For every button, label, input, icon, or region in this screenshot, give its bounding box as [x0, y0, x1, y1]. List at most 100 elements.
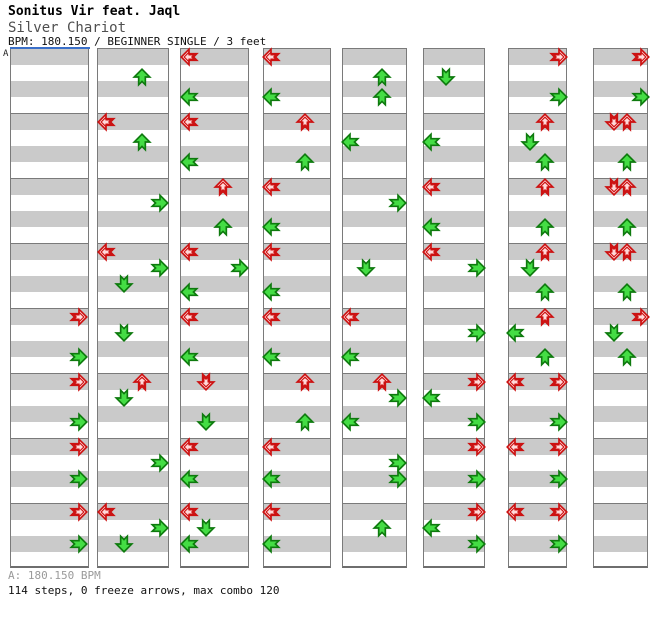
arrow-left-icon	[421, 217, 441, 237]
arrow-left-icon	[261, 47, 281, 67]
arrow-up-icon	[295, 112, 315, 132]
arrow-left-icon	[340, 307, 360, 327]
arrow-left-icon	[261, 242, 281, 262]
arrow-left-icon	[179, 242, 199, 262]
arrow-up-icon	[535, 347, 555, 367]
footer-bpm-line: A: 180.150 BPM	[8, 569, 101, 582]
arrow-right-icon	[631, 47, 651, 67]
arrow-right-icon	[467, 412, 487, 432]
arrow-up-icon	[535, 217, 555, 237]
arrow-up-icon	[617, 177, 637, 197]
arrow-right-icon	[549, 372, 569, 392]
arrow-down-icon	[436, 67, 456, 87]
arrow-right-icon	[69, 347, 89, 367]
arrow-right-icon	[549, 412, 569, 432]
arrow-down-icon	[114, 534, 134, 554]
chart-column-2	[96, 48, 169, 568]
chart-column-8	[593, 48, 648, 568]
arrow-left-icon	[261, 469, 281, 489]
chart-column-6	[423, 48, 485, 568]
song-title: Silver Chariot	[8, 20, 127, 36]
arrow-up-icon	[213, 177, 233, 197]
arrow-left-icon	[261, 347, 281, 367]
arrow-up-icon	[535, 307, 555, 327]
arrow-left-icon	[179, 347, 199, 367]
arrow-right-icon	[69, 412, 89, 432]
arrow-right-icon	[230, 258, 250, 278]
arrow-up-icon	[617, 152, 637, 172]
arrow-down-icon	[114, 388, 134, 408]
arrow-left-icon	[261, 87, 281, 107]
arrow-down-icon	[114, 323, 134, 343]
arrow-up-icon	[372, 518, 392, 538]
arrow-up-icon	[132, 372, 152, 392]
footer-stats-line: 114 steps, 0 freeze arrows, max combo 12…	[8, 584, 280, 597]
arrow-left-icon	[505, 437, 525, 457]
arrow-left-icon	[421, 132, 441, 152]
arrow-left-icon	[261, 177, 281, 197]
arrow-up-icon	[295, 372, 315, 392]
arrow-left-icon	[421, 518, 441, 538]
arrow-left-icon	[179, 152, 199, 172]
arrow-left-icon	[261, 217, 281, 237]
arrow-right-icon	[467, 258, 487, 278]
arrow-up-icon	[132, 132, 152, 152]
section-a-start-line	[10, 47, 90, 49]
arrow-right-icon	[69, 502, 89, 522]
arrow-right-icon	[549, 469, 569, 489]
arrow-left-icon	[421, 388, 441, 408]
arrow-down-icon	[520, 132, 540, 152]
arrow-left-icon	[179, 534, 199, 554]
arrow-right-icon	[467, 323, 487, 343]
arrow-right-icon	[631, 87, 651, 107]
arrow-down-icon	[196, 412, 216, 432]
arrow-right-icon	[549, 502, 569, 522]
arrow-up-icon	[617, 112, 637, 132]
arrow-up-icon	[617, 347, 637, 367]
arrow-left-icon	[96, 242, 116, 262]
artist-name: Sonitus Vir feat. Jaql	[8, 4, 181, 19]
arrow-up-icon	[372, 87, 392, 107]
arrow-down-icon	[356, 258, 376, 278]
arrow-left-icon	[505, 372, 525, 392]
arrow-left-icon	[179, 47, 199, 67]
arrow-left-icon	[179, 469, 199, 489]
arrow-left-icon	[179, 437, 199, 457]
arrow-right-icon	[69, 307, 89, 327]
arrow-right-icon	[388, 193, 408, 213]
arrow-right-icon	[69, 372, 89, 392]
chart-meta: BPM: 180.150 / BEGINNER SINGLE / 3 feet	[8, 35, 267, 48]
arrow-right-icon	[549, 437, 569, 457]
arrow-left-icon	[261, 282, 281, 302]
arrow-down-icon	[196, 372, 216, 392]
arrow-right-icon	[549, 534, 569, 554]
arrow-left-icon	[261, 307, 281, 327]
arrow-up-icon	[535, 152, 555, 172]
arrow-right-icon	[150, 518, 170, 538]
arrow-left-icon	[505, 502, 525, 522]
arrow-right-icon	[631, 307, 651, 327]
arrow-right-icon	[150, 453, 170, 473]
arrow-left-icon	[179, 307, 199, 327]
arrow-left-icon	[261, 502, 281, 522]
arrow-right-icon	[467, 469, 487, 489]
arrow-up-icon	[617, 242, 637, 262]
arrow-left-icon	[179, 282, 199, 302]
arrow-right-icon	[69, 437, 89, 457]
arrow-right-icon	[467, 534, 487, 554]
arrow-left-icon	[340, 412, 360, 432]
chart-column-4	[262, 48, 331, 568]
arrow-up-icon	[295, 412, 315, 432]
arrow-up-icon	[617, 217, 637, 237]
arrow-right-icon	[549, 47, 569, 67]
arrow-left-icon	[261, 437, 281, 457]
arrow-up-icon	[132, 67, 152, 87]
arrow-right-icon	[69, 469, 89, 489]
arrow-left-icon	[179, 87, 199, 107]
arrow-right-icon	[467, 437, 487, 457]
arrow-left-icon	[96, 112, 116, 132]
arrow-right-icon	[467, 372, 487, 392]
arrow-up-icon	[213, 217, 233, 237]
arrow-left-icon	[505, 323, 525, 343]
arrow-up-icon	[617, 282, 637, 302]
